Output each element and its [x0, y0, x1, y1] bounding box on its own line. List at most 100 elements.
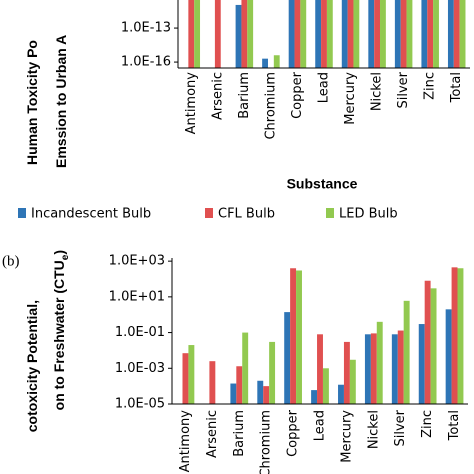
bar	[263, 386, 270, 404]
legend-swatch	[18, 208, 26, 218]
bar	[257, 380, 264, 404]
bar	[214, 0, 221, 68]
panel-label: (b)	[2, 253, 20, 269]
bar	[194, 0, 201, 68]
bar	[457, 268, 464, 404]
bar	[406, 0, 413, 68]
x-tick-label: Barium	[237, 72, 252, 119]
x-tick-label: Silver	[393, 409, 408, 446]
bar	[368, 0, 375, 68]
bar	[300, 0, 307, 68]
bar	[326, 0, 333, 68]
bar	[400, 0, 407, 68]
bar	[273, 55, 280, 68]
bar	[269, 341, 276, 404]
x-tick-label: Antimony	[184, 72, 199, 135]
bar	[294, 0, 301, 68]
x-tick-label: Chromium	[263, 72, 278, 140]
bar	[433, 0, 439, 68]
bar	[288, 0, 295, 68]
bar	[236, 366, 243, 404]
bar	[376, 321, 383, 404]
bars	[188, 0, 466, 68]
y-tick-label: 1.0E-03	[115, 361, 165, 376]
bar	[364, 334, 371, 404]
legend-swatch	[205, 208, 213, 218]
x-tick-label: Copper	[290, 71, 305, 119]
y-axis-title: Human Toxicity Po	[24, 40, 40, 165]
bar	[418, 324, 425, 404]
bar	[235, 4, 242, 68]
bar	[321, 0, 327, 68]
x-tick-label: Copper	[286, 409, 301, 457]
bar	[343, 341, 350, 404]
bar	[230, 383, 237, 404]
y-tick-label: 1.0E-01	[115, 325, 165, 340]
x-axis-title: Substance	[287, 176, 358, 192]
bar	[459, 0, 466, 68]
x-tick-label: Lead	[313, 410, 328, 441]
bar	[453, 0, 460, 68]
x-tick-label: Silver	[396, 71, 411, 108]
bar	[290, 268, 297, 404]
legend-label: Incandescent Bulb	[31, 207, 151, 222]
bar	[447, 0, 454, 68]
y-axis-title-close: )	[51, 250, 67, 255]
x-tick-label: Total	[447, 410, 462, 441]
y-axis-title-text: on to Freshwater (CTU	[51, 260, 67, 410]
x-tick-label: Arsenic	[210, 72, 225, 120]
x-tick-label: Arsenic	[205, 410, 220, 458]
bar	[394, 0, 401, 68]
y-tick-label: 1.0E-05	[115, 397, 165, 412]
x-tick-label: Lead	[317, 72, 332, 103]
legend-swatch	[326, 208, 334, 218]
bars	[182, 267, 464, 404]
x-tick-label: Zinc	[423, 72, 438, 100]
legend-label: LED Bulb	[339, 207, 398, 222]
y-axis-title-text: Human Toxicity Po	[24, 40, 40, 165]
bar	[284, 312, 291, 404]
bar	[247, 0, 254, 68]
bar	[451, 267, 458, 404]
bar	[445, 309, 452, 404]
x-tick-label: Mercury	[343, 72, 358, 125]
bar	[188, 0, 195, 68]
bar	[374, 0, 381, 68]
bar	[182, 353, 189, 404]
y-tick-label: 1.0E+03	[109, 254, 165, 269]
x-tick-label: Chromium	[259, 410, 274, 474]
x-tick-label: Barium	[232, 410, 247, 457]
x-tick-label: Total	[449, 72, 464, 103]
x-tick-label: Antimony	[178, 410, 193, 473]
legend-label: CFL Bulb	[218, 207, 275, 222]
bar	[338, 384, 344, 404]
bar	[242, 332, 249, 404]
bar	[262, 58, 268, 68]
y-tick-label: 1.0E+01	[109, 289, 165, 304]
bar	[315, 0, 322, 68]
bar	[430, 288, 437, 404]
bar	[311, 390, 318, 404]
bar	[403, 300, 410, 404]
bar	[397, 330, 404, 404]
y-tick-label: 1.0E-16	[121, 55, 171, 70]
y-axis-title-text: Emssion to Urban A	[53, 35, 69, 168]
bar	[370, 333, 377, 404]
bar	[427, 0, 434, 68]
bar	[322, 368, 329, 404]
y-axis-title: Emssion to Urban A	[53, 35, 69, 168]
bar	[317, 334, 323, 404]
y-axis-title: cotoxicity Potential,	[24, 300, 40, 432]
bar	[296, 270, 302, 404]
bar	[341, 0, 348, 68]
bar	[241, 0, 248, 68]
y-tick-label: 1.0E-13	[121, 21, 171, 36]
bar	[209, 361, 216, 404]
bar	[349, 359, 356, 404]
y-axis-title-subscript: e	[60, 254, 71, 260]
x-tick-label: Nickel	[366, 410, 381, 449]
bar	[353, 0, 360, 68]
bar	[380, 0, 386, 68]
bar	[391, 334, 398, 404]
